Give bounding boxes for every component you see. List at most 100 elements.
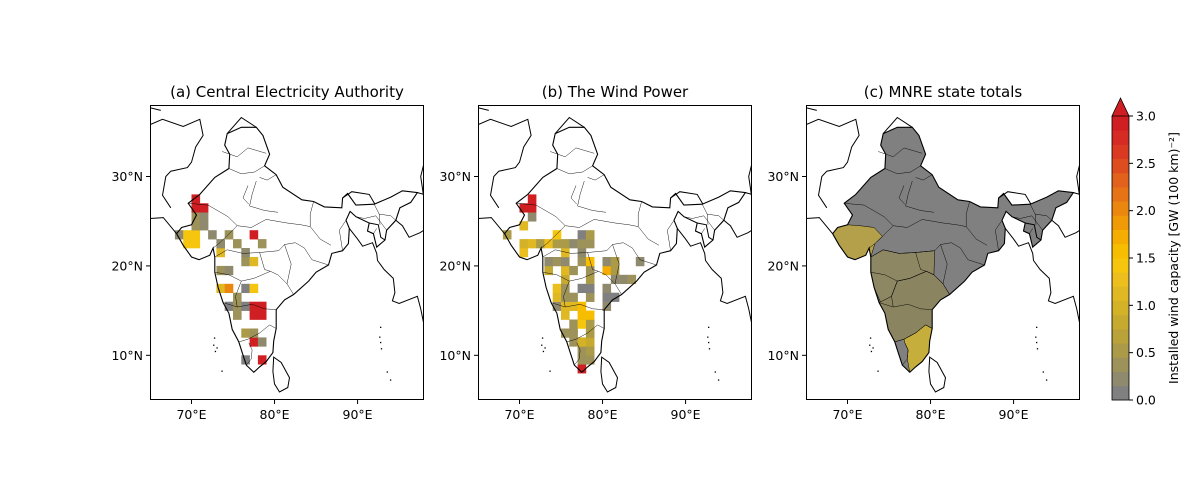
state-boundary	[884, 165, 921, 175]
grid-cell	[569, 319, 578, 329]
state-boundary	[214, 242, 305, 258]
colorbar-segment	[1112, 371, 1129, 387]
state-boundary	[566, 324, 605, 343]
colorbar-label: Installed wind capacity [GW (100 km)⁻²]	[1166, 132, 1181, 384]
state-boundary	[915, 252, 927, 272]
sri-lanka-outline	[600, 356, 619, 393]
colorbar-segment	[1112, 215, 1129, 230]
grid-cell	[577, 239, 587, 249]
island	[717, 379, 720, 381]
colorbar-segment	[1112, 272, 1129, 287]
state-boundary	[259, 174, 277, 181]
sri-lanka-outline	[272, 356, 291, 393]
y-tick-label: 30°N	[439, 169, 471, 184]
state-boundary	[893, 219, 967, 228]
colorbar-segment	[1112, 116, 1129, 131]
colorbar-segment	[1112, 229, 1129, 245]
state-boundary	[574, 342, 581, 366]
colorbar-tick-label: 2.5	[1136, 156, 1156, 171]
grid-cell	[241, 301, 250, 311]
grid-cell	[552, 292, 562, 302]
island	[541, 344, 543, 346]
grid-cell	[577, 283, 587, 294]
colorbar-segment	[1112, 158, 1129, 174]
state-boundary	[378, 214, 381, 225]
state-boundary	[542, 271, 622, 295]
state-boundary	[632, 247, 657, 266]
island	[544, 347, 546, 349]
x-tick-label: 90°E	[343, 407, 373, 422]
panel-a-title: (a) Central Electricity Authority	[170, 83, 404, 101]
grid-cell	[585, 283, 595, 294]
map-panel-c: 70°E 80°E 90°E 10°N 20°N 30°N	[767, 105, 1080, 422]
grid-cell	[527, 194, 537, 204]
grid-cell	[561, 328, 570, 338]
grid-cell	[577, 257, 587, 267]
grid-cell	[249, 337, 259, 347]
grid-cell	[216, 265, 225, 276]
grid-cell	[216, 283, 225, 294]
state-boundary	[870, 271, 950, 295]
colorbar-segment	[1112, 144, 1129, 159]
grid-cell	[191, 230, 201, 240]
x-tick-label: 70°E	[504, 407, 534, 422]
grid-cell	[577, 364, 587, 374]
colorbar-segment	[1112, 201, 1129, 216]
coastline	[348, 228, 378, 261]
grid-cell	[577, 346, 587, 356]
coastline	[1033, 260, 1080, 326]
coastline	[670, 191, 704, 205]
grid-cell	[519, 221, 529, 231]
coastline	[697, 222, 714, 241]
grid-cell	[241, 355, 250, 365]
grid-cell	[174, 230, 184, 240]
state-boundary	[373, 228, 377, 234]
grid-cell	[191, 194, 201, 204]
state-boundary	[894, 324, 933, 343]
grid-cell	[627, 274, 637, 285]
grid-cell	[635, 257, 645, 267]
island	[1042, 371, 1044, 373]
colorbar-tick-label: 0.0	[1136, 393, 1156, 408]
island	[380, 348, 383, 350]
coastline	[1051, 219, 1080, 238]
state-boundary	[1011, 215, 1043, 231]
state-boundary	[556, 165, 593, 175]
grid-cell	[585, 274, 595, 285]
island	[214, 350, 217, 353]
colorbar-segment	[1112, 300, 1129, 316]
colorbar-tick-label: 2.0	[1136, 203, 1156, 218]
grid-cell	[602, 292, 612, 302]
grid-cell	[585, 239, 595, 249]
coastline	[1004, 228, 1034, 261]
grid-cell	[224, 230, 234, 240]
grid-cell	[585, 292, 595, 302]
country-outline	[503, 126, 747, 374]
grid-cell	[585, 230, 595, 240]
y-tick-label: 10°N	[767, 348, 799, 363]
state-boundary	[1029, 228, 1033, 234]
grid-cell	[552, 230, 562, 240]
grid-cell	[585, 337, 595, 347]
island	[389, 379, 392, 381]
state-boundary	[339, 220, 347, 251]
y-tick-label: 30°N	[767, 169, 799, 184]
grid-cell	[233, 239, 242, 249]
island	[1035, 326, 1038, 328]
panel-c-title: (c) MNRE state totals	[864, 83, 1023, 101]
grid-cell	[241, 283, 250, 294]
grid-cell	[561, 265, 570, 276]
state-boundary	[242, 185, 249, 205]
x-tick-label: 80°E	[260, 407, 290, 422]
island	[707, 336, 709, 338]
grid-cell	[208, 230, 217, 240]
grid-cell	[224, 265, 234, 276]
coastline	[998, 191, 1032, 205]
grid-cell	[585, 346, 595, 356]
island	[221, 370, 223, 372]
grid-cell	[233, 310, 242, 320]
grid-cell	[199, 203, 209, 213]
colorbar-segment	[1112, 314, 1129, 330]
grid-cell	[561, 239, 570, 249]
